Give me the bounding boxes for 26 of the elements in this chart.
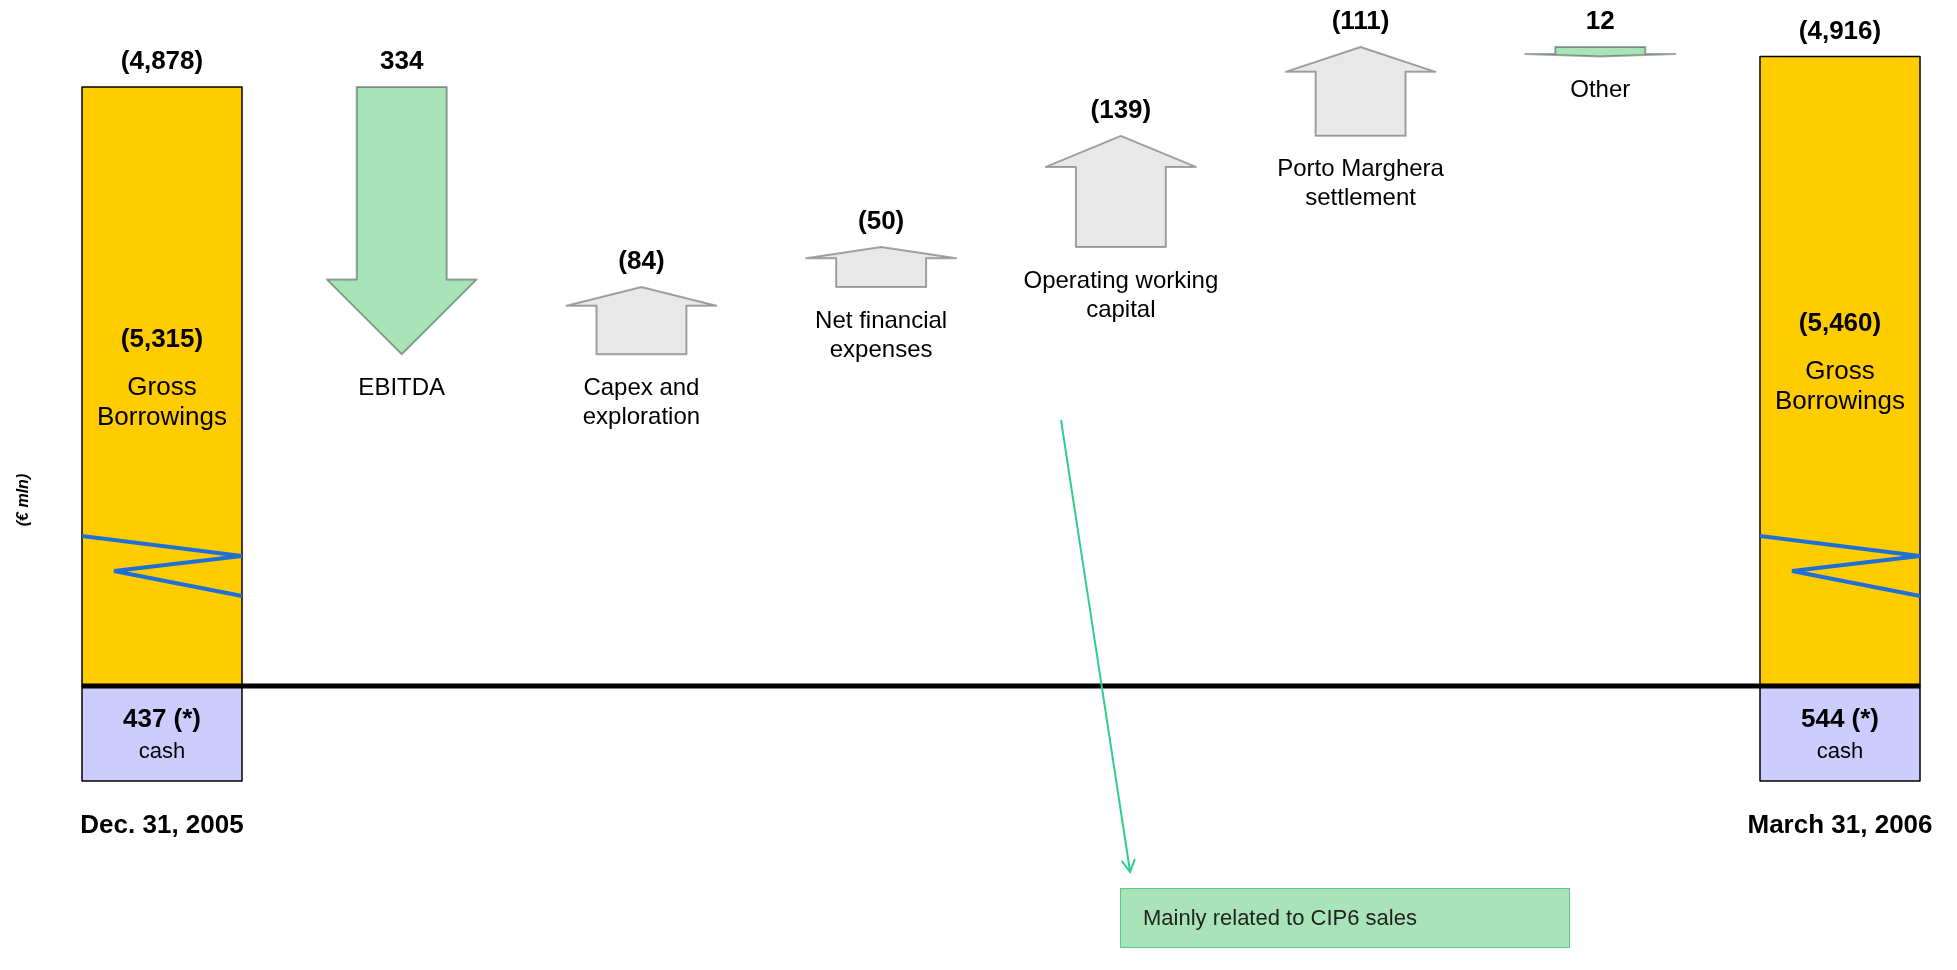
text: Gross Borrowings xyxy=(96,370,228,431)
category-label: Capex and exploration xyxy=(582,372,701,429)
data-label: 437 (*) xyxy=(122,702,202,733)
text: (5,460) xyxy=(1798,307,1882,338)
data-label: 334 xyxy=(380,45,424,76)
series-label: cash xyxy=(138,737,186,763)
category-label: March 31, 2006 xyxy=(1747,809,1933,840)
category-label: Dec. 31, 2005 xyxy=(80,809,244,840)
text: (€ mln) xyxy=(14,473,32,527)
text: Mainly related to CIP6 sales xyxy=(1120,888,1570,948)
text: cash xyxy=(1816,737,1864,763)
data-label: (84) xyxy=(618,245,665,276)
data-label: (111) xyxy=(1331,5,1390,36)
data-label: (4,916) xyxy=(1798,14,1882,45)
category-label: Porto Marghera settlement xyxy=(1277,154,1445,211)
data-label: (139) xyxy=(1090,93,1152,124)
category-label: Net financial expenses xyxy=(815,305,948,362)
data-label: 12 xyxy=(1585,5,1615,36)
text: (5,315) xyxy=(120,322,204,353)
data-label: 544 (*) xyxy=(1800,702,1880,733)
category-label: EBITDA xyxy=(358,372,446,400)
category-label: Other xyxy=(1570,75,1631,103)
data-label: (50) xyxy=(858,205,905,236)
data-label: (4,878) xyxy=(120,45,204,76)
category-label: Operating working capital xyxy=(1023,265,1219,322)
text: Gross Borrowings xyxy=(1774,355,1906,416)
